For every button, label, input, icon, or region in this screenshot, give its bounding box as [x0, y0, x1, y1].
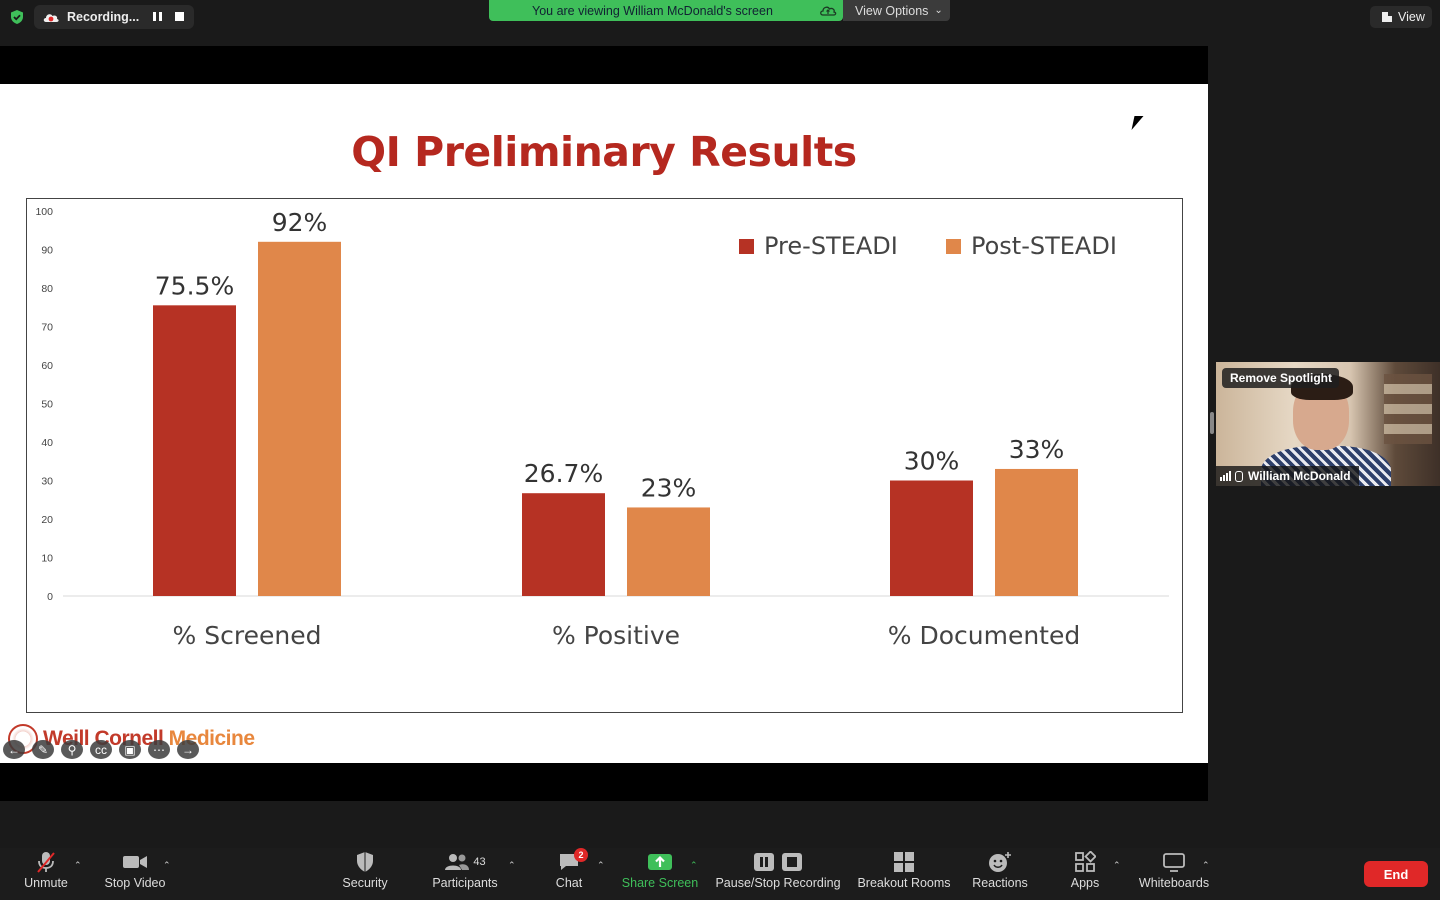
share-options-caret-icon[interactable]: ⌃	[690, 860, 698, 870]
bar-value-label: 92%	[272, 208, 328, 237]
legend-label: Post-STEADI	[971, 232, 1117, 260]
bar-value-label: 30%	[904, 447, 960, 476]
bar	[153, 305, 236, 596]
legend-swatch	[946, 239, 961, 254]
recording-indicator[interactable]: Recording...	[34, 5, 194, 29]
chevron-down-icon: ⌄	[934, 5, 943, 16]
panel-resize-handle[interactable]	[1210, 412, 1214, 434]
stop-video-button[interactable]: Stop Video	[103, 848, 167, 900]
chart-frame: 0 10 20 30 40 50 60 70 80 90 100 % Screened 75.5% 92%…	[26, 198, 1183, 713]
remove-spotlight-button[interactable]: Remove Spotlight	[1222, 368, 1339, 388]
share-screen-button[interactable]: Share Screen	[620, 848, 700, 900]
next-slide-icon[interactable]: →	[177, 740, 199, 759]
participant-name: William McDonald	[1248, 469, 1351, 483]
bar-chart: 0 10 20 30 40 50 60 70 80 90 100 % Screened 75.5% 92%…	[35, 206, 1169, 650]
pause-stop-icon	[753, 848, 803, 876]
pause-recording-icon[interactable]	[153, 12, 162, 21]
slideshow-controls: ← ✎ ⚲ cc ▣ ⋯ →	[3, 740, 199, 759]
view-layout-icon	[1382, 12, 1392, 22]
more-options-icon[interactable]: ⋯	[148, 740, 170, 759]
viewing-screen-text: You are viewing William McDonald's scree…	[532, 3, 773, 18]
unmute-button[interactable]: Unmute	[22, 848, 70, 900]
stop-recording-icon[interactable]	[175, 12, 184, 21]
video-options-caret-icon[interactable]: ⌃	[163, 860, 171, 870]
chat-unread-badge: 2	[574, 848, 588, 862]
zoom-icon[interactable]: ⚲	[61, 740, 83, 759]
previous-slide-icon[interactable]: ←	[3, 740, 25, 759]
slide-title: QI Preliminary Results	[351, 128, 857, 176]
whiteboard-icon	[1162, 848, 1186, 876]
pause-stop-recording-button[interactable]: Pause/Stop Recording	[714, 848, 842, 900]
view-options-label: View Options	[855, 3, 929, 18]
y-tick-label: 30	[41, 476, 53, 488]
bar-value-label: 26.7%	[524, 459, 603, 488]
security-button[interactable]: Security	[340, 848, 390, 900]
view-button[interactable]: View	[1370, 6, 1432, 28]
y-tick-label: 10	[41, 553, 53, 565]
participants-button[interactable]: 43 Participants	[430, 848, 500, 900]
view-label: View	[1398, 10, 1425, 24]
pen-icon[interactable]: ✎	[32, 740, 54, 759]
muted-mic-icon	[1235, 470, 1243, 482]
bar-value-label: 75.5%	[155, 271, 234, 300]
participants-count: 43	[473, 856, 486, 868]
cloud-record-icon	[43, 14, 59, 22]
cloud-icon	[820, 6, 837, 16]
recording-label: Recording...	[67, 10, 140, 24]
breakout-rooms-button[interactable]: Breakout Rooms	[856, 848, 952, 900]
x-category-label: % Screened	[173, 621, 322, 650]
y-tick-label: 60	[41, 360, 53, 372]
y-tick-label: 80	[41, 283, 53, 295]
apps-caret-icon[interactable]: ⌃	[1113, 860, 1121, 870]
legend-label: Pre-STEADI	[764, 232, 898, 260]
legend-swatch	[739, 239, 754, 254]
whiteboards-caret-icon[interactable]: ⌃	[1202, 860, 1210, 870]
camera-icon[interactable]: ▣	[119, 740, 141, 759]
y-tick-label: 90	[41, 245, 53, 257]
bar-value-label: 23%	[641, 473, 697, 502]
viewing-screen-banner: You are viewing William McDonald's scree…	[489, 0, 843, 21]
video-camera-icon	[122, 848, 148, 876]
bar-value-label: 33%	[1009, 435, 1065, 464]
encryption-shield-icon[interactable]	[9, 9, 25, 25]
audio-options-caret-icon[interactable]: ⌃	[74, 860, 82, 870]
bar	[258, 241, 341, 597]
chat-icon: 2	[558, 848, 588, 876]
meeting-top-bar: Recording... You are viewing William McD…	[0, 0, 1440, 36]
apps-icon	[1074, 848, 1096, 876]
smiley-plus-icon	[988, 848, 1012, 876]
chat-caret-icon[interactable]: ⌃	[597, 860, 605, 870]
y-tick-label: 20	[41, 514, 53, 526]
participant-name-tag: William McDonald	[1216, 466, 1359, 486]
security-shield-icon	[355, 848, 375, 876]
chat-button[interactable]: 2 Chat	[552, 848, 588, 900]
bar	[995, 468, 1078, 596]
breakout-rooms-icon	[893, 848, 915, 876]
captions-icon[interactable]: cc	[90, 740, 112, 759]
share-screen-icon	[647, 848, 673, 876]
y-tick-label: 70	[41, 322, 53, 334]
y-tick-label: 40	[41, 437, 53, 449]
participants-icon: 43	[444, 848, 486, 876]
meeting-toolbar: Unmute ⌃ Stop Video ⌃ Security 43 Partic…	[0, 848, 1440, 900]
y-tick-label: 50	[41, 399, 53, 411]
bar	[627, 507, 710, 596]
reactions-button[interactable]: Reactions	[970, 848, 1030, 900]
wall-frames	[1384, 374, 1432, 444]
muted-microphone-icon	[34, 848, 58, 876]
whiteboards-button[interactable]: Whiteboards	[1136, 848, 1212, 900]
x-category-label: % Positive	[552, 621, 680, 650]
y-tick-label: 0	[47, 591, 53, 603]
bar	[522, 493, 605, 596]
x-category-label: % Documented	[888, 621, 1080, 650]
bar	[890, 480, 973, 596]
view-options-button[interactable]: View Options ⌄	[843, 0, 950, 21]
participants-caret-icon[interactable]: ⌃	[508, 860, 516, 870]
apps-button[interactable]: Apps	[1068, 848, 1102, 900]
signal-strength-icon	[1220, 471, 1231, 481]
y-tick-label: 100	[35, 206, 53, 218]
end-meeting-button[interactable]: End	[1364, 861, 1428, 887]
